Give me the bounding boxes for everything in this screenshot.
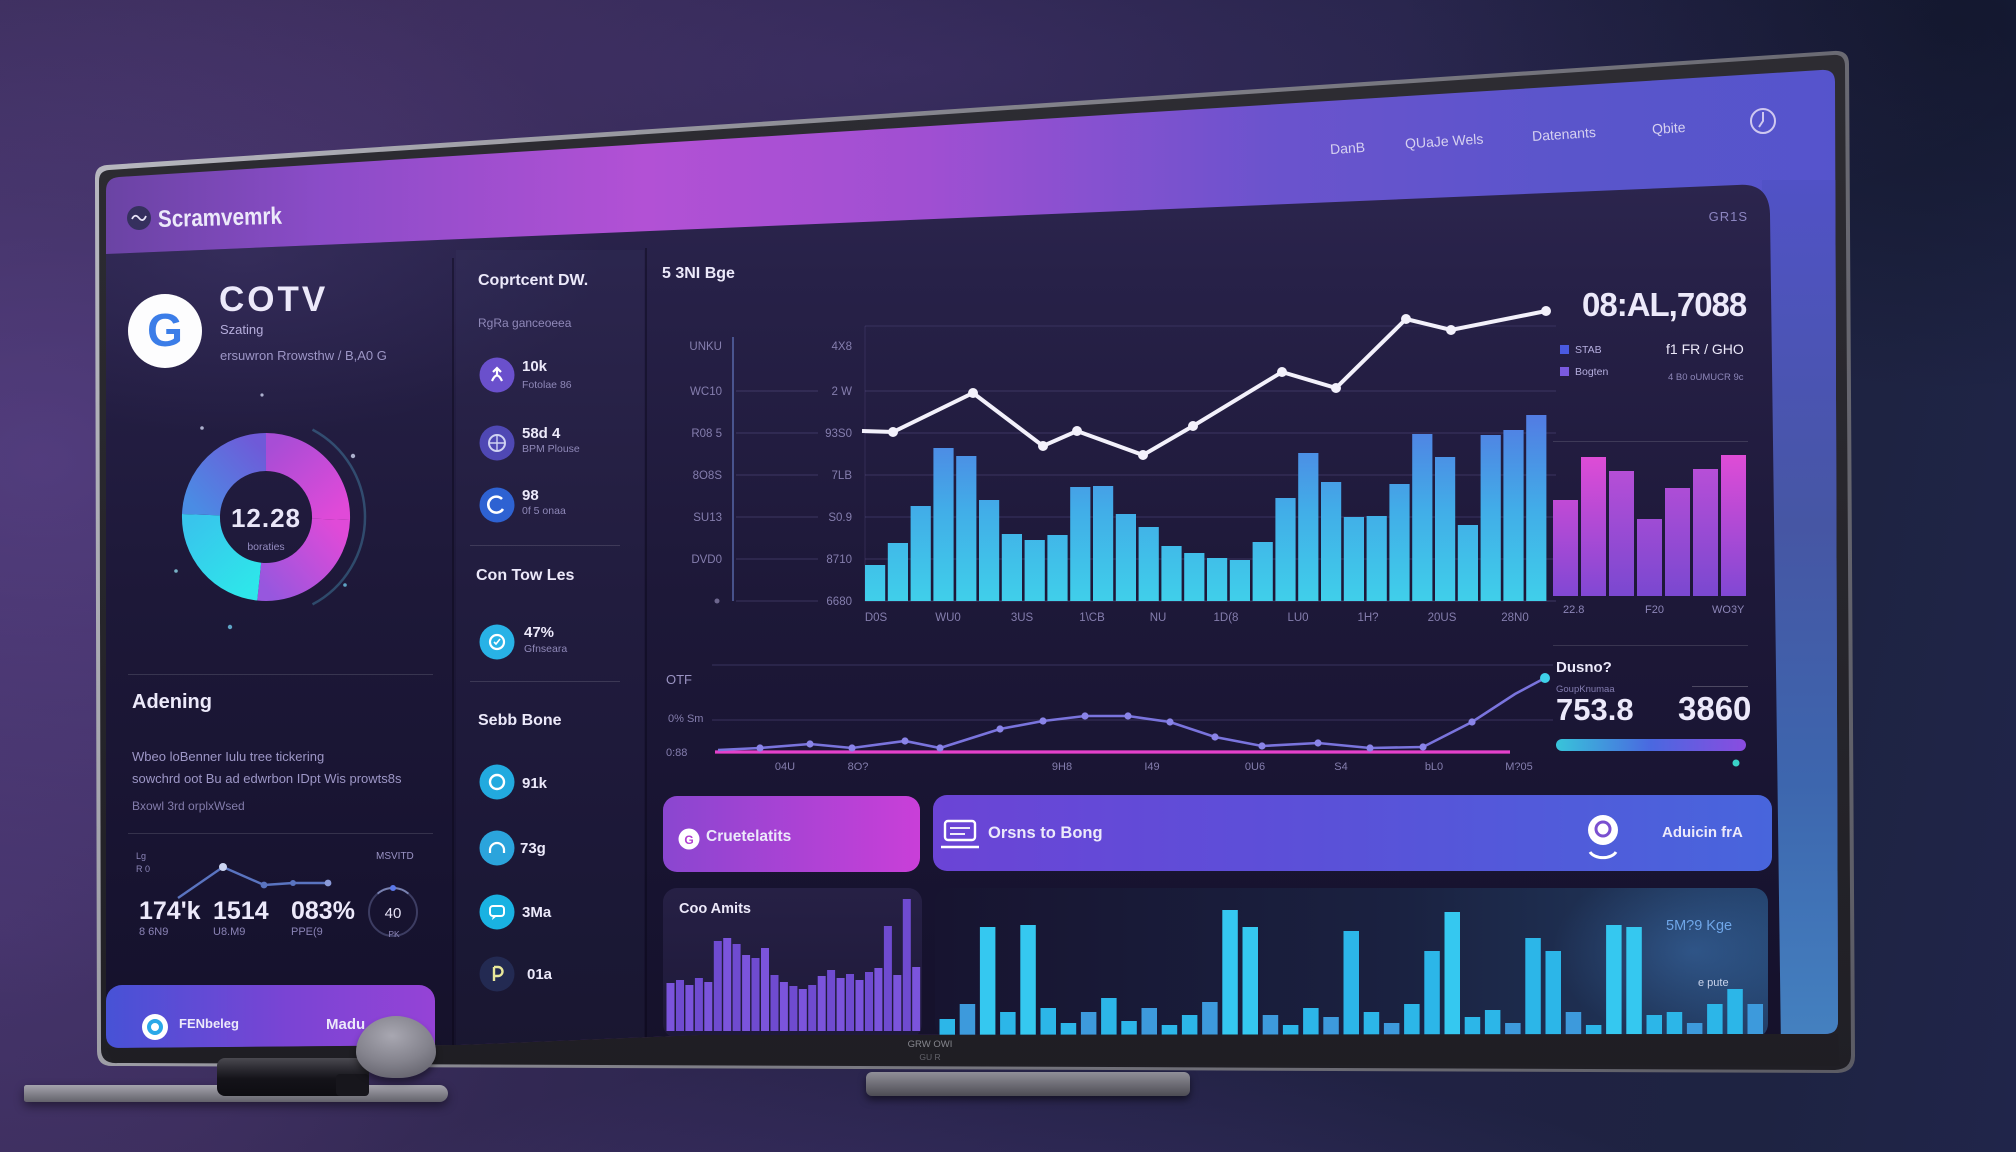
svg-text:D0S: D0S	[865, 612, 888, 624]
svg-text:I49: I49	[1144, 761, 1159, 773]
svg-text:WU0: WU0	[935, 612, 961, 624]
svg-text:1\CB: 1\CB	[1079, 612, 1105, 624]
svg-text:73g: 73g	[520, 840, 546, 857]
svg-text:6680: 6680	[826, 596, 852, 608]
svg-text:47%: 47%	[524, 624, 554, 641]
svg-text:R08 5: R08 5	[691, 428, 722, 440]
svg-text:S4: S4	[1334, 761, 1347, 773]
svg-text:91k: 91k	[522, 775, 548, 792]
svg-text:1H?: 1H?	[1357, 612, 1378, 624]
svg-text:DVD0: DVD0	[691, 554, 722, 566]
svg-text:0:88: 0:88	[666, 747, 687, 759]
svg-text:8O?: 8O?	[848, 761, 869, 773]
svg-text:4X8: 4X8	[832, 341, 852, 353]
svg-text:3Ma: 3Ma	[522, 904, 552, 921]
svg-text:1D(8: 1D(8	[1214, 612, 1239, 624]
svg-text:Gfnseara: Gfnseara	[524, 643, 567, 655]
svg-text:NU: NU	[1150, 612, 1167, 624]
svg-text:93S0: 93S0	[825, 428, 852, 440]
svg-text:BPM Plouse: BPM Plouse	[522, 443, 580, 455]
svg-text:12.28: 12.28	[231, 503, 301, 533]
svg-text:0f 5 onaa: 0f 5 onaa	[522, 505, 566, 517]
svg-text:boraties: boraties	[247, 541, 284, 553]
svg-text:SU13: SU13	[693, 512, 722, 524]
svg-text:bL0: bL0	[1425, 761, 1443, 773]
svg-text:Fotolae 86: Fotolae 86	[522, 379, 572, 391]
svg-text:S0.9: S0.9	[828, 512, 852, 524]
svg-text:0U6: 0U6	[1245, 761, 1265, 773]
svg-text:0% Sm: 0% Sm	[668, 713, 703, 725]
svg-text:LU0: LU0	[1287, 612, 1308, 624]
svg-text:58d 4: 58d 4	[522, 425, 561, 442]
svg-text:3US: 3US	[1011, 612, 1034, 624]
svg-text:M?05: M?05	[1505, 761, 1533, 773]
svg-text:OTF: OTF	[666, 672, 692, 687]
svg-text:8710: 8710	[826, 554, 852, 566]
svg-text:2 W: 2 W	[832, 386, 853, 398]
svg-text:UNKU: UNKU	[689, 341, 722, 353]
svg-text:PK: PK	[388, 929, 400, 939]
svg-text:04U: 04U	[775, 761, 795, 773]
svg-text:28N0: 28N0	[1501, 612, 1529, 624]
svg-text:10k: 10k	[522, 358, 548, 375]
svg-text:7LB: 7LB	[832, 470, 853, 482]
svg-text:9H8: 9H8	[1052, 761, 1072, 773]
svg-text:WC10: WC10	[690, 386, 722, 398]
svg-text:G: G	[684, 833, 693, 847]
svg-text:40: 40	[385, 905, 402, 922]
svg-text:01a: 01a	[527, 966, 553, 983]
svg-text:20US: 20US	[1428, 612, 1457, 624]
svg-text:98: 98	[522, 487, 539, 504]
svg-text:8O8S: 8O8S	[693, 470, 723, 482]
